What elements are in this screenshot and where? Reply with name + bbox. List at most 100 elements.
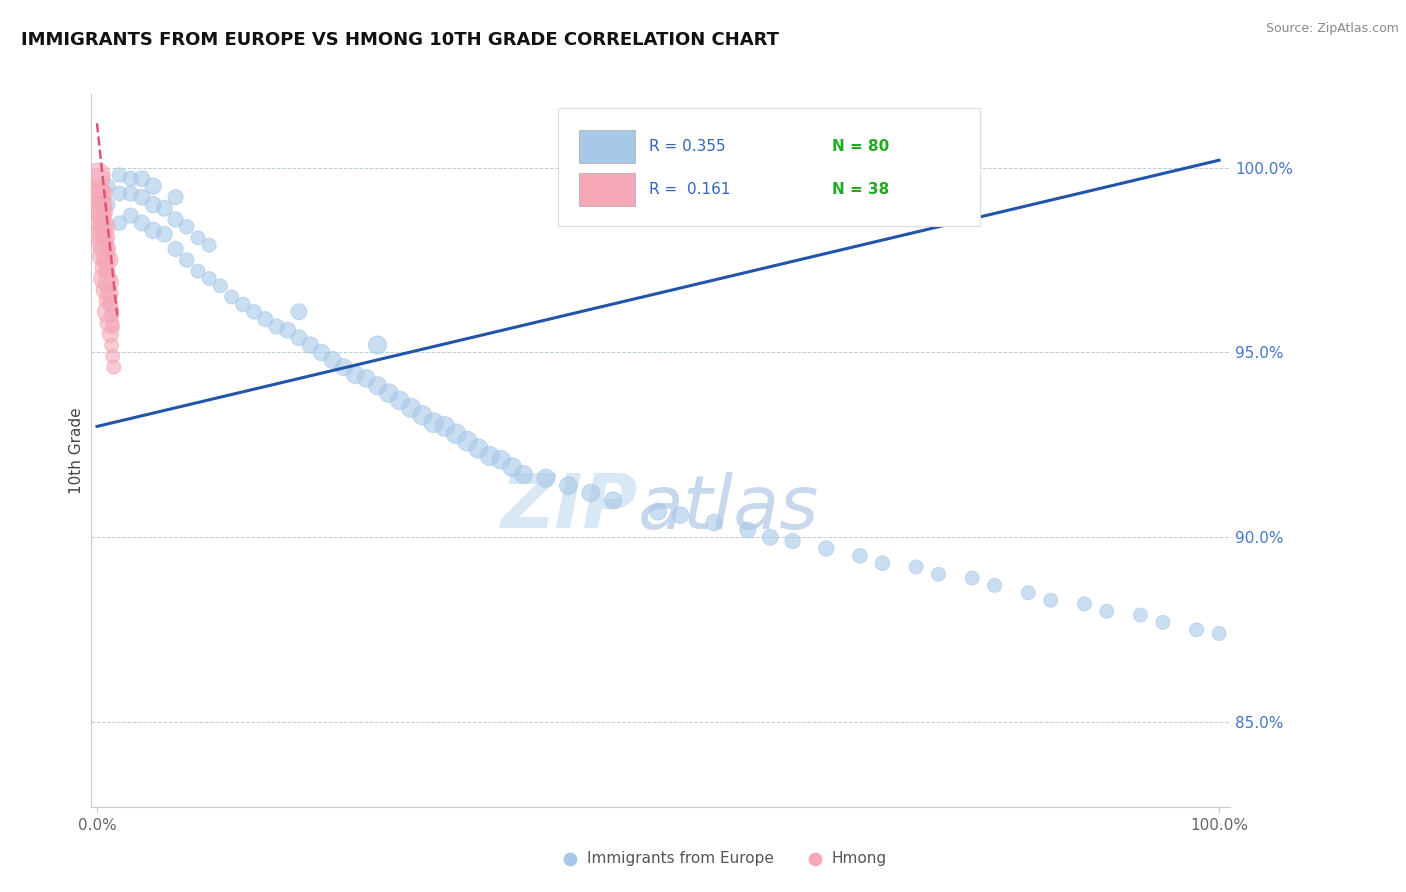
Point <box>872 556 894 570</box>
Point <box>478 449 501 463</box>
Point <box>93 231 115 245</box>
Point <box>120 171 142 186</box>
Point <box>501 460 523 475</box>
Point <box>1095 604 1118 618</box>
Point <box>142 179 165 194</box>
Point <box>98 286 121 301</box>
FancyBboxPatch shape <box>579 173 634 206</box>
Point <box>89 194 111 208</box>
Point <box>1039 593 1062 607</box>
Point <box>377 386 399 401</box>
Point <box>93 260 115 275</box>
Point <box>905 560 928 574</box>
Point <box>103 360 125 375</box>
Point <box>322 352 344 367</box>
Point <box>411 409 433 423</box>
Point <box>108 168 131 182</box>
Point <box>299 338 322 352</box>
Point <box>243 305 266 319</box>
Point <box>96 264 118 278</box>
Point <box>100 309 122 323</box>
Point <box>89 216 111 230</box>
Point <box>254 312 277 326</box>
Point <box>557 478 579 492</box>
Point <box>366 338 388 352</box>
Point <box>153 201 176 215</box>
Point <box>120 209 142 223</box>
Point <box>97 305 120 319</box>
Point <box>534 471 557 485</box>
Text: IMMIGRANTS FROM EUROPE VS HMONG 10TH GRADE CORRELATION CHART: IMMIGRANTS FROM EUROPE VS HMONG 10TH GRA… <box>21 31 779 49</box>
Point <box>983 578 1005 592</box>
Point <box>97 275 120 289</box>
Point <box>703 516 725 530</box>
Point <box>89 205 111 219</box>
Point <box>356 371 378 385</box>
Point <box>198 238 221 252</box>
Point <box>97 253 120 268</box>
Point <box>647 504 669 518</box>
Point <box>131 216 153 230</box>
Point <box>108 186 131 201</box>
Point <box>737 523 759 537</box>
Point <box>142 223 165 237</box>
Point <box>94 219 117 234</box>
Text: atlas: atlas <box>638 472 820 543</box>
Point <box>91 197 114 211</box>
Text: Immigrants from Europe: Immigrants from Europe <box>586 851 773 866</box>
Point <box>277 323 299 337</box>
Point <box>221 290 243 304</box>
Point <box>759 530 782 544</box>
Point <box>131 190 153 204</box>
Point <box>89 171 111 186</box>
Point <box>100 338 122 352</box>
Point <box>815 541 838 556</box>
Point <box>433 419 456 434</box>
Point <box>198 271 221 285</box>
Point <box>142 197 165 211</box>
Point <box>187 231 209 245</box>
Point <box>669 508 692 523</box>
Point <box>266 319 288 334</box>
Point <box>153 227 176 242</box>
Text: Source: ZipAtlas.com: Source: ZipAtlas.com <box>1265 22 1399 36</box>
Point <box>399 401 422 415</box>
Point <box>100 326 122 341</box>
Point <box>165 212 187 227</box>
Point <box>89 183 111 197</box>
Point <box>94 283 117 297</box>
Point <box>91 219 114 234</box>
Point <box>176 219 198 234</box>
FancyBboxPatch shape <box>558 108 980 226</box>
Point <box>344 368 367 382</box>
Text: ZIP: ZIP <box>501 471 638 544</box>
Point <box>512 467 534 482</box>
Point <box>91 249 114 263</box>
Point <box>232 297 254 311</box>
Point <box>1185 623 1208 637</box>
Point <box>100 297 122 311</box>
Point <box>97 197 120 211</box>
Point <box>90 235 112 249</box>
Point <box>388 393 411 408</box>
Point <box>456 434 478 449</box>
Text: R = 0.355: R = 0.355 <box>650 139 725 154</box>
FancyBboxPatch shape <box>579 130 634 163</box>
Point <box>131 171 153 186</box>
Point <box>209 279 232 293</box>
Point <box>94 231 117 245</box>
Point <box>333 360 356 375</box>
Point <box>467 442 489 456</box>
Point <box>579 486 602 500</box>
Point <box>849 549 872 563</box>
Point <box>97 179 120 194</box>
Point <box>101 349 124 363</box>
Point <box>1208 626 1230 640</box>
Point <box>89 227 111 242</box>
Point <box>96 242 118 256</box>
Point <box>94 271 117 285</box>
Point <box>602 493 624 508</box>
Point <box>782 534 804 549</box>
Point <box>928 567 950 582</box>
Point <box>94 253 117 268</box>
